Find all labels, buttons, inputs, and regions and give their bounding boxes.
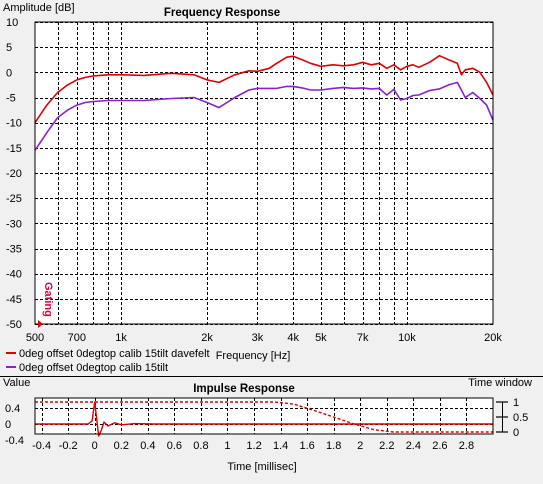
fr-x-ticks: 500 700 1k 2k 3k 4k 5k 7k 10k 20k [26,332,503,344]
fr-x-axis-label: Frequency [Hz] [216,350,291,362]
fr-x-tick-label: 7k [357,332,369,344]
gating-label: Gating [42,282,54,317]
ir-x-tick-label: 2.4 [406,440,421,452]
ir-y-ticks: 0.4 0 -0.4 [5,403,24,447]
ir-x-tick-label: 2.6 [432,440,447,452]
fr-series-group [34,54,494,151]
ir-x-tick-label: 0.8 [193,440,208,452]
ir-x-tick-label: 1.6 [299,440,314,452]
fr-y-tick-label: -35 [6,244,22,256]
ir-y-axis-label: Value [3,377,30,389]
gating-marker[interactable] [38,320,43,328]
ir-x-tick-label: -0.2 [59,440,78,452]
ir-plot-area [35,398,493,434]
time-window-axis-title: Time window [468,377,532,389]
fr-y-tick-label: -20 [6,168,22,180]
fr-series-line-1 [34,54,494,124]
time-window-tick-label: 0 [513,427,519,439]
fr-y-tick-label: -50 [6,319,22,331]
fr-x-tick-label: 4k [287,332,299,344]
fr-y-tick-label: -30 [6,218,22,230]
ir-x-tick-label: 0.2 [114,440,129,452]
ir-y-tick-label: 0.4 [5,403,20,415]
fr-title: Frequency Response [164,7,280,19]
fr-y-tick-label: -5 [6,93,16,105]
ir-x-tick-label: 1.2 [246,440,261,452]
ir-x-tick-label: 1.8 [326,440,341,452]
ir-x-tick-label: 2 [357,440,363,452]
fr-x-tick-label: 500 [26,332,44,344]
fr-plot-area [35,22,493,324]
ir-x-tick-label: 0.6 [167,440,182,452]
ir-x-tick-label: 0.4 [140,440,155,452]
fr-y-tick-label: 0 [6,67,12,79]
legend-label-2: 0deg offset 0degtop calib 15tilt [19,362,168,374]
legend-label-1: 0deg offset 0degtop calib 15tilt davefel… [19,348,210,360]
fr-y-tick-label: -40 [6,269,22,281]
fr-y-ticks: 10 5 0 -5 -10 -15 -20 -25 -30 -35 -40 -45 -50 [6,17,22,331]
ir-series-line-2 [35,401,493,433]
time-window-tick-label: 1 [513,397,519,409]
fr-grid [35,22,493,325]
ir-x-tick-label: 1 [224,440,230,452]
ir-x-tick-label: 0 [92,440,98,452]
ir-x-axis-label: Time [millisec] [227,461,296,473]
ir-x-tick-label: -0.4 [32,440,51,452]
fr-x-tick-label: 20k [484,332,502,344]
fr-x-tick-label: 700 [68,332,86,344]
ir-x-tick-label: 2.8 [459,440,474,452]
fr-plot-frame [34,21,494,325]
ir-series-group [35,401,493,437]
ir-y-tick-label: 0 [5,419,11,431]
fr-y-tick-label: -45 [6,294,22,306]
fr-x-tick-label: 1k [115,332,127,344]
fr-series-line-2 [34,81,494,151]
fr-y-tick-label: 10 [6,17,18,29]
fr-y-tick-label: -10 [6,118,22,130]
fr-x-tick-label: 5k [315,332,327,344]
fr-y-tick-label: -15 [6,143,22,155]
time-window-tick-label: 0.5 [513,412,528,424]
fr-y-tick-label: -25 [6,193,22,205]
fr-x-tick-label: 10k [398,332,416,344]
ir-plot-frame [34,397,494,435]
ir-secondary-y-ticks: 10.50 [496,397,528,439]
fr-legend: 0deg offset 0degtop calib 15tilt davefel… [6,348,210,374]
ir-title: Impulse Response [193,383,295,395]
ir-x-tick-label: 1.4 [273,440,288,452]
fr-x-tick-label: 3k [252,332,264,344]
fr-x-tick-label: 2k [201,332,213,344]
fr-y-axis-label: Amplitude [dB] [3,2,75,14]
ir-y-tick-label: -0.4 [5,435,24,447]
ir-x-tick-label: 2.2 [379,440,394,452]
fr-y-tick-label: 5 [6,42,12,54]
ir-x-ticks: -0.4 -0.2 0 0.2 0.4 0.6 0.8 1 1.2 1.4 1.6 1.8 2 2.2 2.… [32,440,474,452]
ir-series-line-1 [35,401,493,437]
